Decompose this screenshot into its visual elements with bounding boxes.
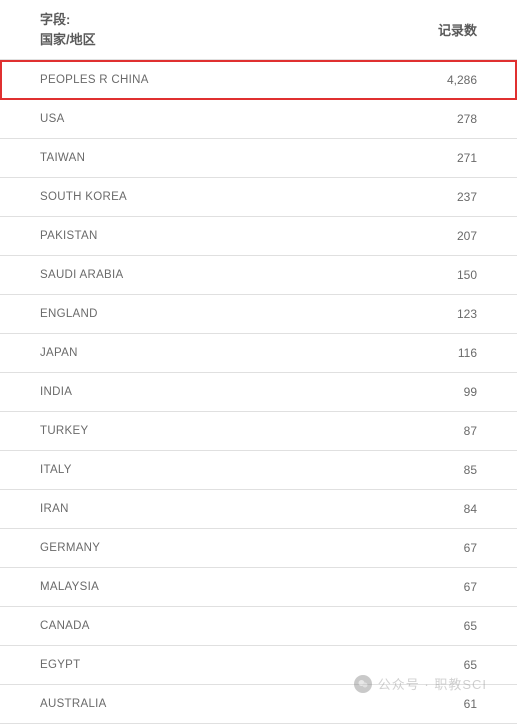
row-value: 84 (464, 502, 477, 516)
table-row: TURKEY 87 (0, 412, 517, 451)
table-row: TAIWAN 271 (0, 139, 517, 178)
table-body: PEOPLES R CHINA 4,286 USA 278 TAIWAN 271 SOUTH… (0, 60, 517, 724)
field-label: 字段: (40, 10, 96, 30)
row-label: ENGLAND (40, 308, 98, 320)
row-label: CANADA (40, 620, 90, 632)
country-table: 字段: 国家/地区 记录数 PEOPLES R CHINA 4,286 USA 278… (0, 0, 517, 724)
table-header: 字段: 国家/地区 记录数 (0, 0, 517, 60)
row-label: SOUTH KOREA (40, 191, 127, 203)
field-name: 国家/地区 (40, 30, 96, 50)
row-value: 65 (464, 619, 477, 633)
row-label: GERMANY (40, 542, 100, 554)
table-row: CANADA 65 (0, 607, 517, 646)
row-value: 150 (457, 268, 477, 282)
row-label: USA (40, 113, 65, 125)
table-row: INDIA 99 (0, 373, 517, 412)
row-label: TAIWAN (40, 152, 85, 164)
wechat-icon (354, 675, 372, 693)
row-value: 4,286 (447, 73, 477, 87)
row-value: 67 (464, 541, 477, 555)
row-label: EGYPT (40, 659, 80, 671)
table-row: IRAN 84 (0, 490, 517, 529)
row-label: IRAN (40, 503, 69, 515)
table-row: JAPAN 116 (0, 334, 517, 373)
header-count: 记录数 (438, 10, 477, 39)
row-label: PAKISTAN (40, 230, 98, 242)
table-row: ENGLAND 123 (0, 295, 517, 334)
row-value: 237 (457, 190, 477, 204)
row-label: MALAYSIA (40, 581, 99, 593)
row-value: 85 (464, 463, 477, 477)
table-row: SAUDI ARABIA 150 (0, 256, 517, 295)
table-row: PAKISTAN 207 (0, 217, 517, 256)
row-value: 116 (458, 346, 477, 360)
watermark: 公众号 · 职教SCI (354, 674, 487, 693)
row-value: 278 (457, 112, 477, 126)
row-label: ITALY (40, 464, 72, 476)
row-value: 87 (464, 424, 477, 438)
row-label: AUSTRALIA (40, 698, 107, 710)
row-value: 99 (464, 385, 477, 399)
table-row: PEOPLES R CHINA 4,286 (0, 60, 517, 100)
row-value: 271 (457, 151, 477, 165)
row-label: JAPAN (40, 347, 78, 359)
row-value: 65 (464, 658, 477, 672)
row-label: INDIA (40, 386, 72, 398)
table-row: MALAYSIA 67 (0, 568, 517, 607)
table-row: ITALY 85 (0, 451, 517, 490)
header-field: 字段: 国家/地区 (40, 10, 96, 49)
row-label: TURKEY (40, 425, 88, 437)
table-row: USA 278 (0, 100, 517, 139)
row-value: 123 (457, 307, 477, 321)
table-row: GERMANY 67 (0, 529, 517, 568)
table-row: SOUTH KOREA 237 (0, 178, 517, 217)
row-label: SAUDI ARABIA (40, 269, 124, 281)
watermark-text: 公众号 · 职教SCI (378, 674, 487, 693)
row-label: PEOPLES R CHINA (40, 74, 149, 86)
row-value: 207 (457, 229, 477, 243)
row-value: 61 (464, 697, 477, 711)
row-value: 67 (464, 580, 477, 594)
